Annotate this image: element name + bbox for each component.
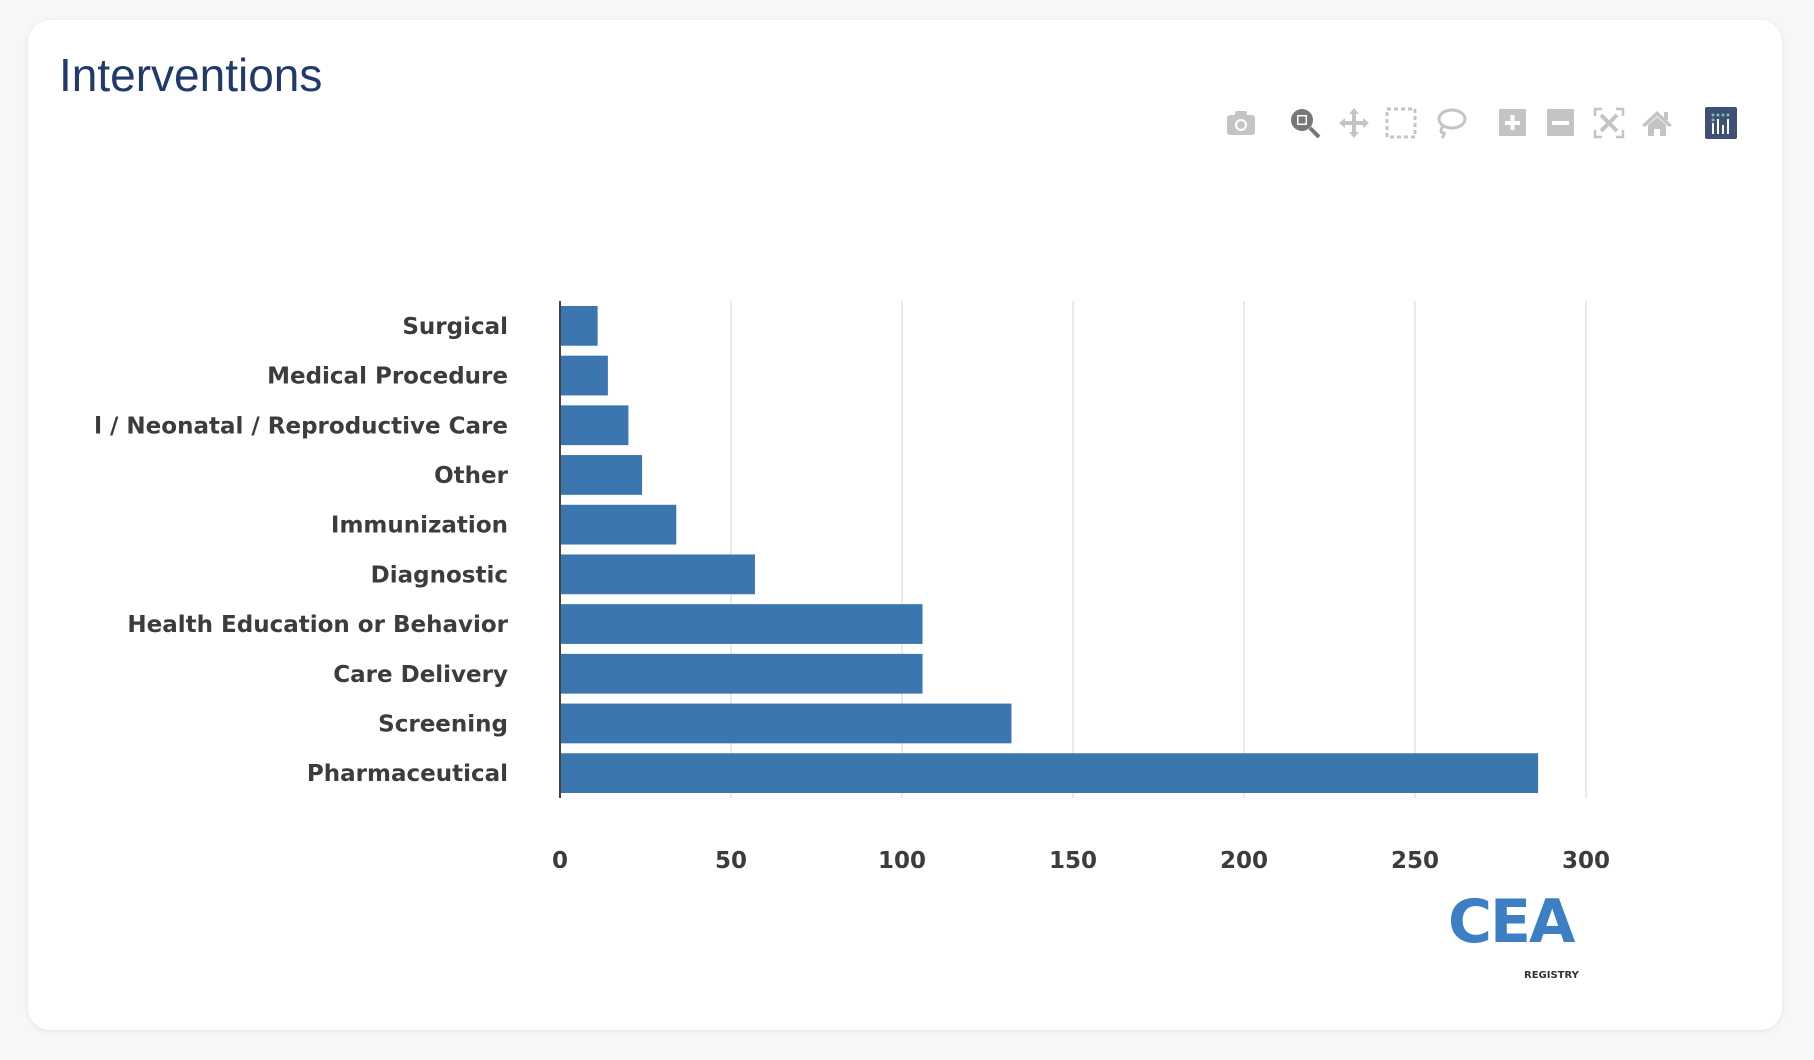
zoom-icon[interactable] [1288, 106, 1322, 140]
x-tick-label: 50 [715, 848, 747, 874]
y-tick-label: Pharmaceutical [307, 761, 508, 787]
x-tick-label: 250 [1391, 848, 1439, 874]
y-tick-label: Immunization [331, 513, 508, 539]
cea-registry-logo: CEA REGISTRY [1448, 887, 1588, 984]
zoom-in-icon[interactable] [1496, 106, 1530, 140]
bar[interactable] [560, 653, 923, 694]
plotly-logo-icon[interactable] [1704, 106, 1738, 140]
pan-icon[interactable] [1337, 106, 1371, 140]
logo-text: CEA [1448, 888, 1576, 957]
bar[interactable] [560, 753, 1539, 794]
y-tick-label: Other [434, 463, 509, 489]
y-tick-label: Screening [378, 711, 508, 737]
bar[interactable] [560, 305, 598, 346]
bar[interactable] [560, 405, 629, 446]
bar[interactable] [560, 355, 608, 396]
y-tick-label: Surgical [402, 314, 508, 340]
bar[interactable] [560, 504, 677, 545]
y-tick-label: Medical Procedure [267, 364, 508, 390]
page-title: Interventions [59, 49, 323, 101]
bar[interactable] [560, 703, 1012, 744]
modebar [28, 106, 1782, 146]
autoscale-icon[interactable] [1592, 106, 1626, 140]
reset-axes-icon[interactable] [1640, 106, 1674, 140]
x-tick-label: 300 [1562, 848, 1610, 874]
logo-subtext: REGISTRY [1524, 970, 1580, 981]
y-tick-label: l / Neonatal / Reproductive Care [94, 413, 508, 439]
bar[interactable] [560, 554, 755, 595]
zoom-out-icon[interactable] [1544, 106, 1578, 140]
x-tick-label: 200 [1220, 848, 1268, 874]
y-tick-label: Care Delivery [333, 662, 508, 688]
box-select-icon[interactable] [1384, 106, 1418, 140]
bar[interactable] [560, 604, 923, 644]
bar[interactable] [560, 455, 643, 495]
y-tick-label: Diagnostic [371, 562, 508, 588]
bar-chart: Surgical Medical Procedure l / Neonatal / … [94, 301, 1610, 874]
lasso-select-icon[interactable] [1433, 106, 1467, 140]
chart-card: Interventions [28, 20, 1782, 1030]
y-tick-label: Health Education or Behavior [127, 612, 508, 638]
camera-icon[interactable] [1224, 106, 1258, 140]
x-tick-label: 0 [552, 848, 568, 874]
x-tick-label: 150 [1049, 848, 1097, 874]
x-tick-label: 100 [878, 848, 926, 874]
